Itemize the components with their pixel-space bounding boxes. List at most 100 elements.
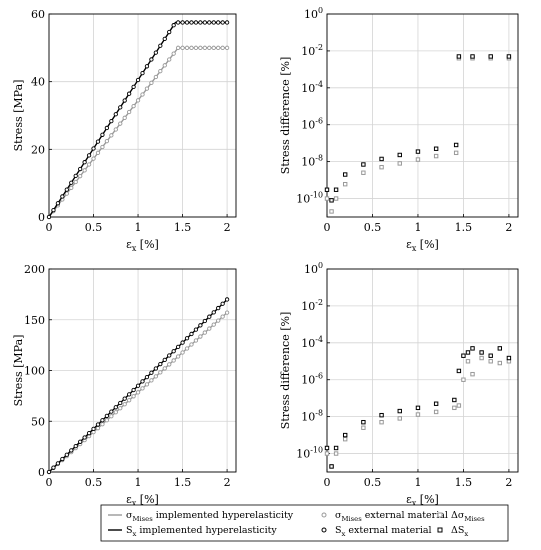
x-tick-label: 1 xyxy=(414,221,421,234)
data-point xyxy=(86,162,92,167)
chart-stress-bottom-left: 0 0.5 1 1.5 2 0 50 100 150 200 εx [%] Stress [MPa] xyxy=(12,263,237,508)
data-point xyxy=(198,20,203,25)
data-point xyxy=(397,152,402,158)
data-point xyxy=(224,20,230,25)
y-axis-label: Stress [MPa] xyxy=(12,335,25,407)
x-tick-label: 1.5 xyxy=(455,221,473,234)
x-tick-label: 1 xyxy=(135,476,142,489)
data-point xyxy=(46,214,52,220)
data-point xyxy=(465,359,471,364)
data-point xyxy=(415,412,421,417)
data-point xyxy=(329,209,334,214)
data-point xyxy=(118,105,123,110)
data-point xyxy=(333,451,339,456)
data-point xyxy=(171,349,176,354)
data-point xyxy=(100,132,105,137)
data-point xyxy=(64,187,69,192)
x-tick-label: 1.5 xyxy=(174,476,192,489)
data-point xyxy=(415,149,421,154)
data-point xyxy=(86,431,92,436)
data-point xyxy=(162,63,167,68)
data-point xyxy=(73,173,78,179)
data-point xyxy=(453,142,459,148)
data-point xyxy=(104,125,110,131)
x-axis-label: εx [%] xyxy=(126,238,159,253)
data-point xyxy=(135,383,141,388)
data-point xyxy=(211,322,216,327)
data-point xyxy=(140,92,145,97)
y-tick-label: 0 xyxy=(38,466,45,479)
data-point xyxy=(342,432,348,438)
data-point xyxy=(175,20,181,25)
data-point xyxy=(207,314,212,319)
x-tick-label: 0.5 xyxy=(85,476,103,489)
data-point xyxy=(167,29,172,35)
data-point xyxy=(109,409,114,414)
data-point xyxy=(415,405,421,411)
data-point xyxy=(167,57,172,62)
y-tick-label: 0 xyxy=(38,211,45,224)
data-point xyxy=(333,187,339,192)
axes-frame xyxy=(48,13,237,218)
legend-circle-marker xyxy=(321,527,327,533)
data-point xyxy=(122,115,127,120)
data-point xyxy=(60,194,65,199)
y-tick-label: 10-6 xyxy=(301,372,323,387)
data-point xyxy=(207,20,212,25)
data-point xyxy=(202,20,207,25)
data-point xyxy=(397,161,402,166)
data-point xyxy=(324,196,330,201)
data-point xyxy=(361,419,366,425)
data-point xyxy=(479,355,484,361)
data-point xyxy=(153,374,159,379)
data-point xyxy=(86,153,92,158)
data-point xyxy=(488,54,493,59)
legend-circle-marker xyxy=(321,512,327,518)
data-point xyxy=(224,45,230,50)
data-point xyxy=(171,358,176,363)
data-point xyxy=(51,207,56,213)
x-axis-label: εx [%] xyxy=(406,493,439,508)
data-point xyxy=(55,461,61,466)
data-point xyxy=(95,150,101,155)
data-point xyxy=(175,45,181,50)
data-point xyxy=(379,412,384,418)
data-point xyxy=(175,354,181,359)
data-point xyxy=(470,54,475,59)
data-point xyxy=(224,297,230,302)
axes-frame xyxy=(326,13,519,218)
data-point xyxy=(113,112,118,117)
data-point xyxy=(216,45,221,50)
data-point xyxy=(497,360,503,366)
data-point xyxy=(180,20,185,25)
data-point xyxy=(135,77,141,83)
data-point xyxy=(69,448,74,453)
data-point xyxy=(126,392,132,397)
y-tick-label: 10-6 xyxy=(301,117,323,132)
data-point xyxy=(64,452,69,457)
x-tick-label: 0.5 xyxy=(85,221,103,234)
data-point xyxy=(202,45,207,50)
x-tick-label: 2 xyxy=(224,476,231,489)
x-tick-label: 0.5 xyxy=(364,221,382,234)
data-point xyxy=(158,362,163,367)
data-point xyxy=(342,172,348,177)
legend-label: ΔσMises xyxy=(451,510,485,523)
data-point xyxy=(453,150,459,156)
data-point xyxy=(153,74,159,80)
y-tick-label: 100 xyxy=(304,261,323,276)
data-point xyxy=(73,443,78,449)
y-tick-label: 100 xyxy=(24,365,45,378)
legend-square-marker xyxy=(437,527,443,533)
x-tick-label: 1 xyxy=(135,221,142,234)
data-point xyxy=(397,408,402,414)
y-tick-label: 20 xyxy=(31,143,45,156)
data-point xyxy=(131,394,136,399)
data-point xyxy=(470,371,475,377)
data-point xyxy=(198,334,203,339)
data-point xyxy=(452,405,457,411)
data-point xyxy=(158,370,163,375)
data-point xyxy=(91,156,96,161)
data-point xyxy=(91,146,96,151)
data-point xyxy=(470,346,475,351)
